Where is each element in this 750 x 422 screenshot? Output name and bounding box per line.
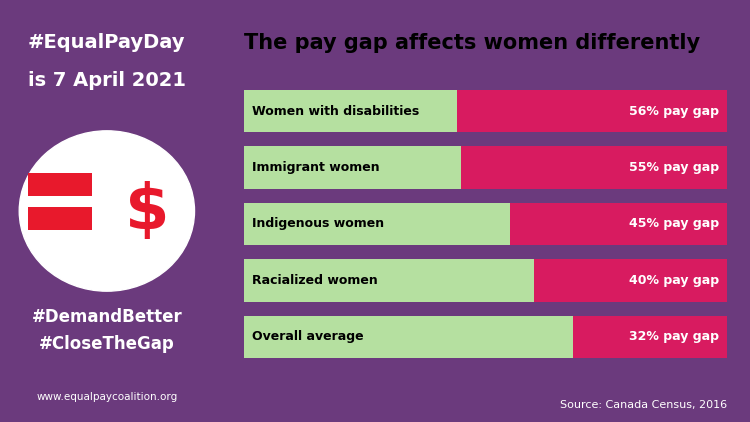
Text: Overall average: Overall average <box>252 330 364 344</box>
Text: #DemandBetter: #DemandBetter <box>32 308 182 325</box>
Ellipse shape <box>20 131 194 291</box>
Text: is 7 April 2021: is 7 April 2021 <box>28 70 186 90</box>
FancyBboxPatch shape <box>461 146 727 189</box>
Text: 45% pay gap: 45% pay gap <box>629 217 719 230</box>
FancyBboxPatch shape <box>457 90 727 132</box>
Text: 55% pay gap: 55% pay gap <box>629 161 719 174</box>
Text: $: $ <box>125 181 170 243</box>
FancyBboxPatch shape <box>534 259 727 302</box>
FancyBboxPatch shape <box>572 316 727 358</box>
Text: 56% pay gap: 56% pay gap <box>629 105 719 118</box>
Text: 40% pay gap: 40% pay gap <box>629 274 719 287</box>
FancyBboxPatch shape <box>28 173 92 196</box>
FancyBboxPatch shape <box>510 203 727 245</box>
Text: Immigrant women: Immigrant women <box>252 161 380 174</box>
Text: www.equalpaycoalition.org: www.equalpaycoalition.org <box>36 392 178 402</box>
Text: #CloseTheGap: #CloseTheGap <box>39 335 175 353</box>
FancyBboxPatch shape <box>244 259 534 302</box>
Text: Indigenous women: Indigenous women <box>252 217 384 230</box>
Text: Women with disabilities: Women with disabilities <box>252 105 419 118</box>
FancyBboxPatch shape <box>244 316 572 358</box>
FancyBboxPatch shape <box>244 146 461 189</box>
Text: #EqualPayDay: #EqualPayDay <box>28 32 186 52</box>
Text: 32% pay gap: 32% pay gap <box>629 330 719 344</box>
FancyBboxPatch shape <box>244 203 510 245</box>
Text: Source: Canada Census, 2016: Source: Canada Census, 2016 <box>560 400 728 410</box>
FancyBboxPatch shape <box>28 207 92 230</box>
Text: Racialized women: Racialized women <box>252 274 377 287</box>
FancyBboxPatch shape <box>244 90 457 132</box>
Text: The pay gap affects women differently: The pay gap affects women differently <box>244 33 700 53</box>
